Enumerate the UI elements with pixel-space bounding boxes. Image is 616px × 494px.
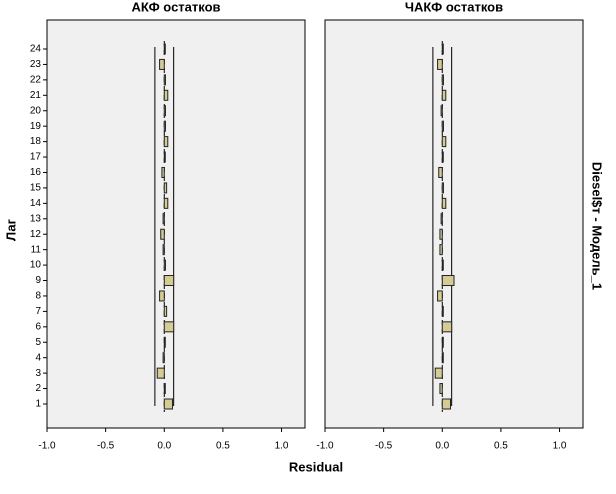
x-tick-label: 1.0 (275, 441, 289, 452)
y-tick-label: 7 (35, 306, 41, 317)
y-tick-label: 5 (35, 337, 41, 348)
y-tick-label: 8 (35, 291, 41, 302)
bar (441, 43, 444, 55)
x-tick-label: 0.5 (216, 441, 230, 452)
y-tick-label: 19 (30, 121, 42, 132)
bar (162, 213, 165, 225)
bar (441, 336, 444, 348)
bar (441, 74, 444, 86)
y-tick-label: 24 (30, 44, 42, 55)
y-tick-label: 11 (31, 244, 42, 255)
y-tick-label: 10 (30, 260, 42, 271)
bar (163, 105, 166, 117)
bar (163, 321, 175, 333)
y-tick-label: 23 (30, 59, 42, 70)
bar (163, 182, 168, 194)
y-tick-label: 22 (30, 75, 42, 86)
bar (441, 305, 444, 317)
bar (163, 151, 166, 163)
y-tick-label: 9 (35, 275, 41, 286)
bar (163, 305, 168, 317)
y-tick-label: 16 (30, 167, 42, 178)
bar (163, 89, 169, 101)
bar (441, 197, 447, 209)
panel-title: ЧАКФ остатков (405, 0, 503, 14)
bar (160, 228, 165, 240)
plot-area (324, 19, 584, 429)
bar (159, 290, 165, 302)
y-tick-label: 15 (30, 183, 42, 194)
plot-area (46, 19, 306, 429)
y-tick-label: 21 (30, 90, 42, 101)
bar (163, 120, 166, 132)
y-tick-label: 18 (30, 136, 42, 147)
bar (439, 228, 443, 240)
bar (159, 58, 165, 70)
facet-label: Diesel$т - Модель_1 (590, 162, 605, 290)
panel-title: АКФ остатков (131, 0, 220, 14)
bar (163, 275, 175, 287)
bar (441, 136, 447, 148)
bar (161, 166, 165, 178)
bar (163, 136, 169, 148)
x-tick-label: -0.5 (97, 441, 115, 452)
bar (441, 352, 444, 364)
bar (163, 197, 169, 209)
bar (163, 43, 166, 55)
bar (441, 275, 455, 287)
x-axis-title: Residual (289, 459, 343, 474)
bar (163, 398, 173, 410)
bar (441, 398, 451, 410)
x-tick-label: -1.0 (316, 441, 334, 452)
x-tick-label: 1.0 (553, 441, 567, 452)
x-tick-label: 0.5 (494, 441, 508, 452)
bar (439, 383, 443, 395)
bar (163, 336, 166, 348)
bar (440, 213, 443, 225)
bar (438, 166, 443, 178)
y-tick-label: 2 (35, 383, 41, 394)
y-tick-label: 12 (30, 229, 42, 240)
bar (162, 352, 165, 364)
y-axis-title: Лаг (3, 218, 18, 241)
bar (440, 105, 443, 117)
bar (437, 290, 443, 302)
y-tick-label: 6 (35, 321, 41, 332)
y-tick-label: 1 (35, 399, 41, 410)
bar (441, 182, 444, 194)
y-tick-label: 13 (30, 213, 42, 224)
y-tick-label: 14 (30, 198, 42, 209)
bar (441, 259, 444, 271)
bar (441, 321, 453, 333)
bar (434, 367, 443, 379)
x-tick-label: 0.0 (157, 441, 171, 452)
x-tick-label: 0.0 (435, 441, 449, 452)
x-tick-label: -1.0 (38, 441, 56, 452)
y-tick-label: 20 (30, 105, 42, 116)
y-tick-label: 4 (35, 352, 41, 363)
bar (437, 58, 443, 70)
bar (441, 120, 444, 132)
y-tick-label: 17 (30, 152, 42, 163)
x-tick-label: -0.5 (375, 441, 393, 452)
bar (163, 259, 166, 271)
bar (163, 383, 166, 395)
y-tick-label: 3 (35, 368, 41, 379)
bar (163, 74, 166, 86)
bar (441, 151, 444, 163)
bar (162, 244, 165, 256)
bar (156, 367, 165, 379)
bar (441, 89, 447, 101)
bar (439, 244, 443, 256)
